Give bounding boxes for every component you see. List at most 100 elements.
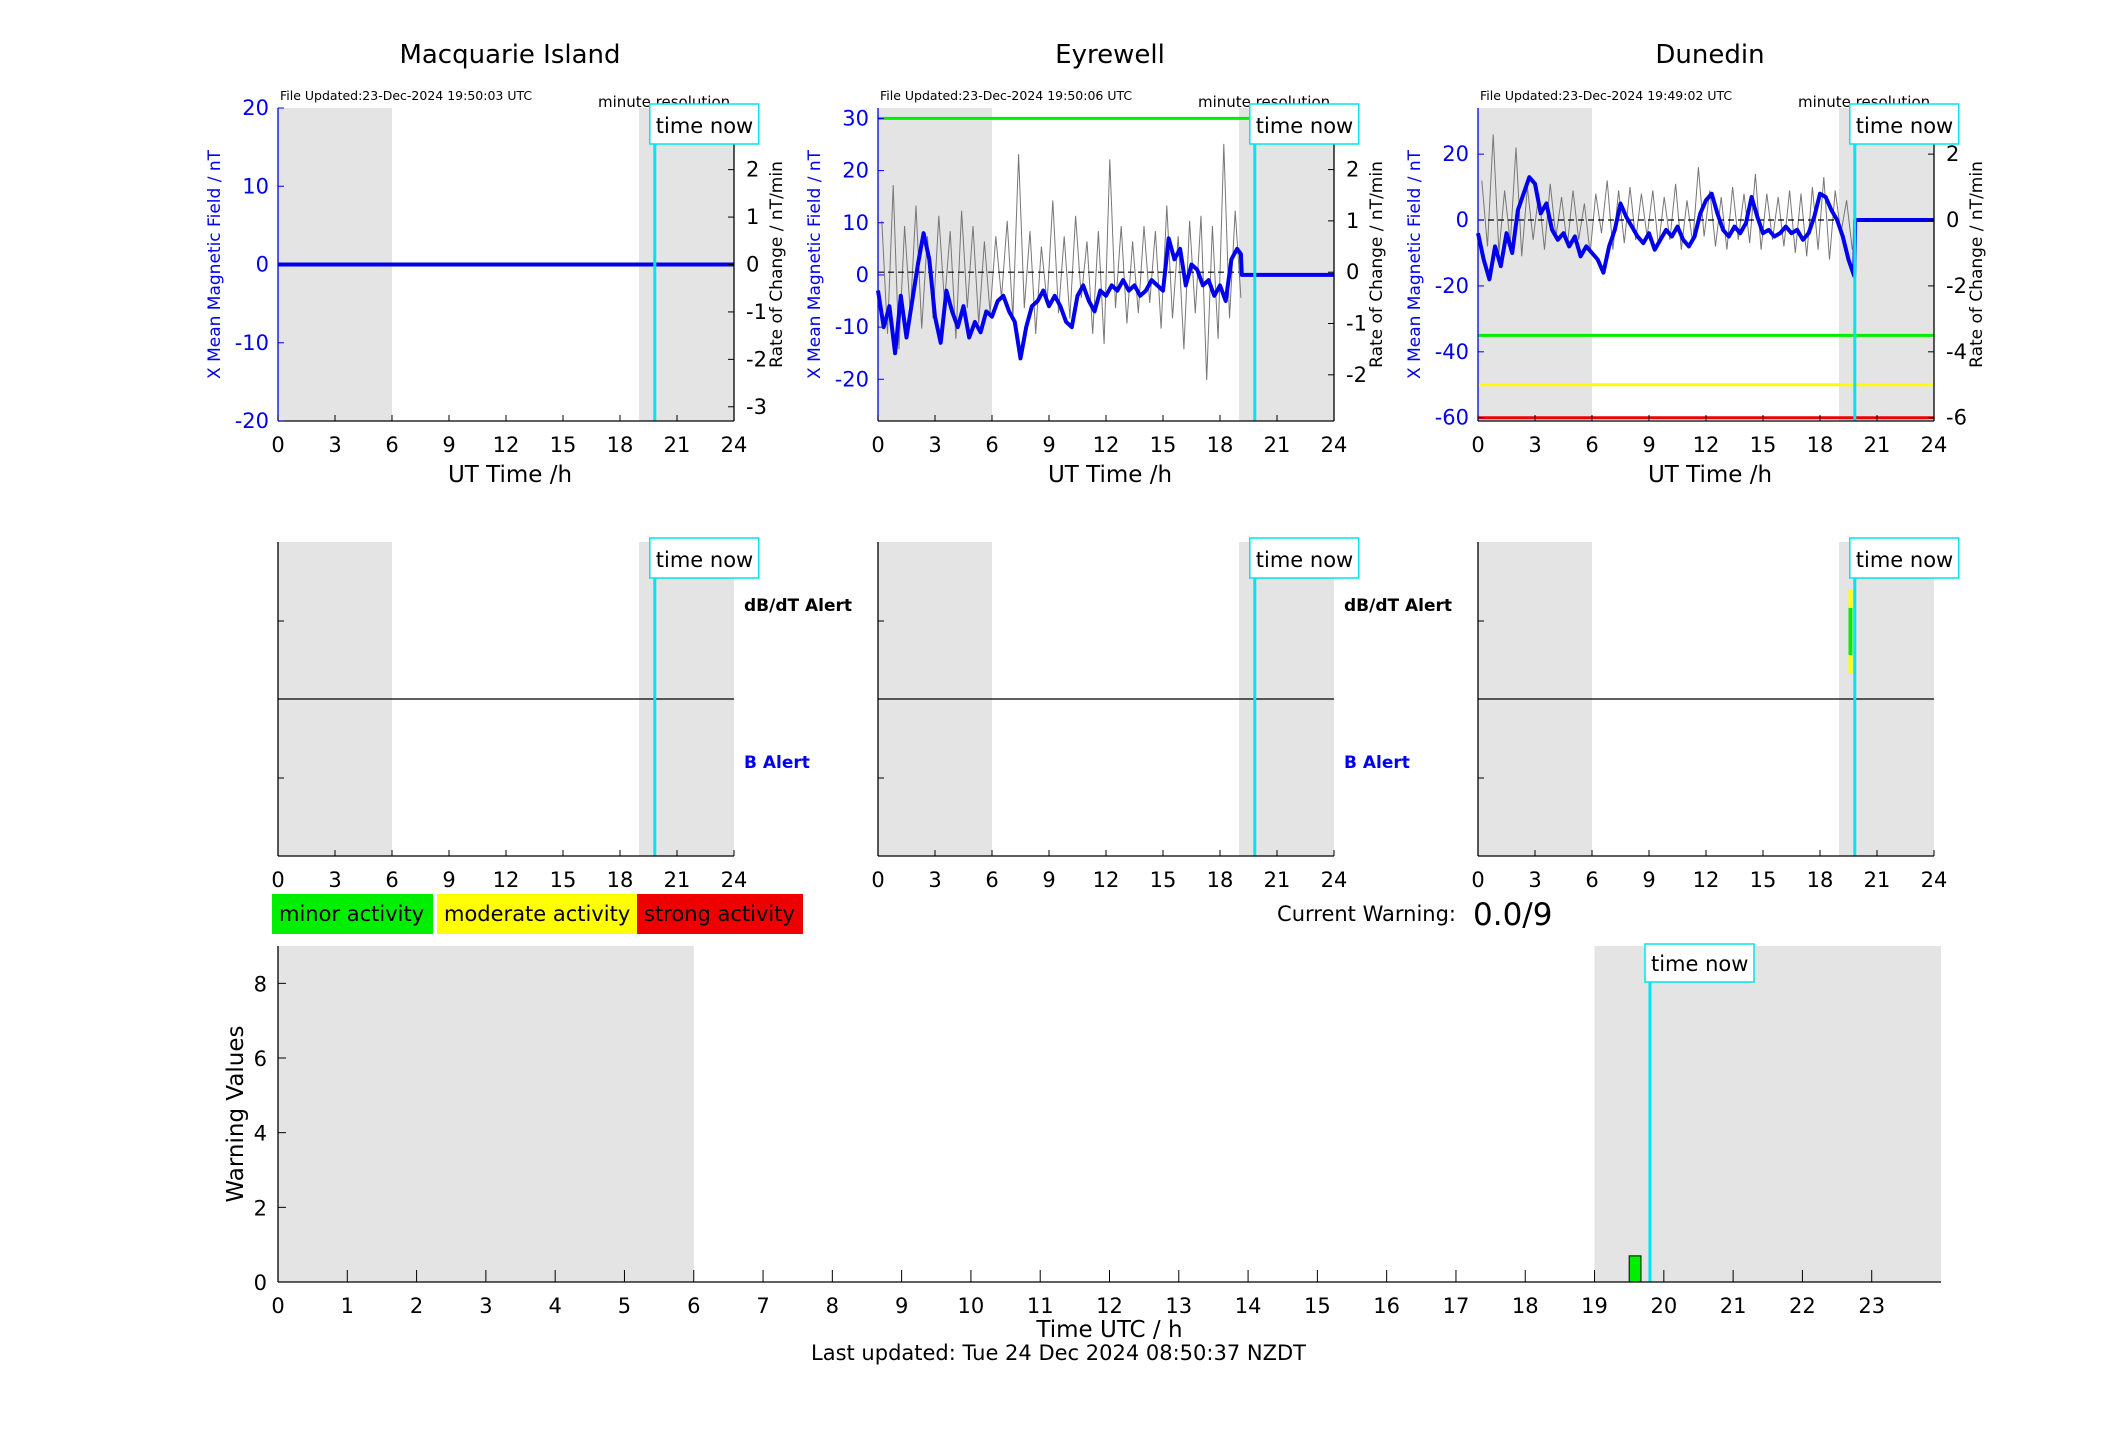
x-tick-label: 12 bbox=[1096, 1294, 1123, 1318]
x-tick-label: 12 bbox=[1093, 433, 1120, 457]
y-left-tick-label: -40 bbox=[1435, 340, 1469, 364]
y-left-tick-label: 0 bbox=[856, 263, 869, 287]
file-updated-text: File Updated:23-Dec-2024 19:50:06 UTC bbox=[880, 88, 1132, 103]
time-now-label: time now bbox=[656, 114, 753, 138]
b-alert-label: B Alert bbox=[1344, 753, 1410, 773]
magnetometer-chart-2: 03691215182124-20-100102030-2-10123Eyrew… bbox=[805, 40, 1387, 488]
x-tick-label: 21 bbox=[1864, 433, 1891, 457]
b-alert-label: B Alert bbox=[744, 753, 810, 773]
shaded-band bbox=[278, 946, 694, 1282]
time-now-label: time now bbox=[1651, 952, 1748, 976]
x-tick-label: 6 bbox=[985, 433, 998, 457]
y-right-tick-label: 0 bbox=[1346, 260, 1359, 284]
station-title: Macquarie Island bbox=[399, 40, 620, 70]
file-updated-text: File Updated:23-Dec-2024 19:50:03 UTC bbox=[280, 88, 532, 103]
magnetometer-chart-3: 0 3 6 9 12 15 18 21 24-60-40-20020-6-4-202Dunedi… bbox=[1405, 40, 1987, 488]
x-tick-label: 24 bbox=[1921, 433, 1948, 457]
x-tick-label: 3 bbox=[928, 868, 941, 892]
x-tick-label: 4 bbox=[548, 1294, 561, 1318]
x-tick-label: 6 bbox=[385, 433, 398, 457]
x-tick-label: 17 bbox=[1443, 1294, 1470, 1318]
legend-swatch-minor bbox=[272, 894, 433, 934]
x-tick-label: 15 bbox=[550, 433, 577, 457]
x-tick-label: 12 bbox=[493, 868, 520, 892]
x-tick-label: 18 bbox=[1512, 1294, 1539, 1318]
x-tick-label: 0 bbox=[1471, 433, 1484, 457]
y-right-tick-label: 0 bbox=[746, 253, 759, 277]
y-tick-label: 6 bbox=[254, 1047, 267, 1071]
legend-swatch-strong bbox=[637, 894, 803, 934]
y-right-axis-label: Rate of Change / nT/min bbox=[767, 161, 787, 368]
y-left-tick-label: 10 bbox=[242, 174, 269, 198]
warning-values-chart: 0 1 2 3 4 5 6 7 8 9 10 11 12 13 14 15 16 17 18 19 20 21 22 2302… bbox=[223, 943, 1941, 1343]
x-tick-label: 22 bbox=[1789, 1294, 1816, 1318]
x-tick-label: 6 bbox=[385, 868, 398, 892]
time-now-label: time now bbox=[1256, 114, 1353, 138]
x-axis-label: UT Time /h bbox=[448, 462, 572, 488]
time-now-box bbox=[649, 537, 760, 579]
x-tick-label: 12 bbox=[1093, 868, 1120, 892]
x-axis-label: UT Time /h bbox=[1648, 462, 1772, 488]
legend-label-minor: minor activity bbox=[279, 902, 424, 926]
x-tick-label: 15 bbox=[1750, 433, 1777, 457]
x-tick-label: 6 bbox=[1585, 433, 1598, 457]
y-right-axis-label: Rate of Change / nT/min bbox=[1967, 161, 1987, 368]
time-now-box bbox=[649, 103, 760, 145]
y-left-tick-label: -20 bbox=[1435, 274, 1469, 298]
legend-swatch-moderate bbox=[437, 894, 638, 934]
x-tick-label: 9 bbox=[895, 1294, 908, 1318]
station-title: Dunedin bbox=[1655, 40, 1764, 70]
x-tick-label: 6 bbox=[1585, 868, 1598, 892]
x-axis-label: Time UTC / h bbox=[1035, 1317, 1182, 1343]
mean-field-series bbox=[1476, 175, 1934, 282]
y-right-tick-label: -2 bbox=[1346, 363, 1367, 387]
x-tick-label: 18 bbox=[1807, 868, 1834, 892]
warning-bar bbox=[1628, 1255, 1642, 1283]
x-tick-label: 14 bbox=[1235, 1294, 1262, 1318]
current-warning: Current Warning: 0.0/9 bbox=[1277, 897, 1552, 933]
x-tick-label: 0 bbox=[271, 1294, 284, 1318]
x-tick-label: 15 bbox=[550, 868, 577, 892]
x-tick-label: 10 bbox=[958, 1294, 985, 1318]
time-now-box bbox=[1249, 537, 1360, 579]
y-left-tick-label: 20 bbox=[242, 96, 269, 120]
mean-field-series bbox=[876, 231, 1334, 361]
x-tick-label: 13 bbox=[1165, 1294, 1192, 1318]
y-right-tick-label: -3 bbox=[746, 395, 767, 419]
y-right-tick-label: 2 bbox=[1346, 158, 1359, 182]
x-tick-label: 21 bbox=[664, 868, 691, 892]
last-updated-text: Last updated: Tue 24 Dec 2024 08:50:37 N… bbox=[811, 1341, 1306, 1365]
x-tick-label: 0 bbox=[271, 433, 284, 457]
time-now-label: time now bbox=[656, 548, 753, 572]
y-tick-label: 0 bbox=[254, 1271, 267, 1295]
x-tick-label: 11 bbox=[1027, 1294, 1054, 1318]
x-tick-label: 12 bbox=[1693, 868, 1720, 892]
y-tick-label: 4 bbox=[254, 1122, 267, 1146]
current-warning-label: Current Warning: bbox=[1277, 902, 1456, 926]
y-left-tick-label: 0 bbox=[1456, 208, 1469, 232]
x-tick-label: 15 bbox=[1304, 1294, 1331, 1318]
time-now-label: time now bbox=[1856, 114, 1953, 138]
y-right-tick-label: 0 bbox=[1946, 208, 1959, 232]
time-now-box bbox=[1249, 103, 1360, 145]
x-tick-label: 21 bbox=[1264, 868, 1291, 892]
x-tick-label: 18 bbox=[607, 433, 634, 457]
x-tick-label: 18 bbox=[607, 868, 634, 892]
y-left-tick-label: -20 bbox=[835, 367, 869, 391]
y-right-tick-label: -2 bbox=[1946, 274, 1967, 298]
y-right-axis-label: Rate of Change / nT/min bbox=[1367, 161, 1387, 368]
y-left-axis-label: X Mean Magnetic Field / nT bbox=[1405, 149, 1425, 379]
magnetometer-chart-1: 03691215182124-20-1001020-3-2-10123Macqu… bbox=[205, 40, 787, 488]
y-left-tick-label: 0 bbox=[256, 253, 269, 277]
legend-label-strong: strong activity bbox=[644, 902, 795, 926]
y-tick-label: 8 bbox=[254, 972, 267, 996]
x-tick-label: 23 bbox=[1858, 1294, 1885, 1318]
x-tick-label: 24 bbox=[721, 433, 748, 457]
x-tick-label: 3 bbox=[928, 433, 941, 457]
station-title: Eyrewell bbox=[1055, 40, 1165, 70]
x-tick-label: 3 bbox=[328, 868, 341, 892]
time-now-label: time now bbox=[1856, 548, 1953, 572]
x-tick-label: 2 bbox=[410, 1294, 423, 1318]
x-tick-label: 9 bbox=[1642, 433, 1655, 457]
x-tick-label: 9 bbox=[1042, 868, 1055, 892]
